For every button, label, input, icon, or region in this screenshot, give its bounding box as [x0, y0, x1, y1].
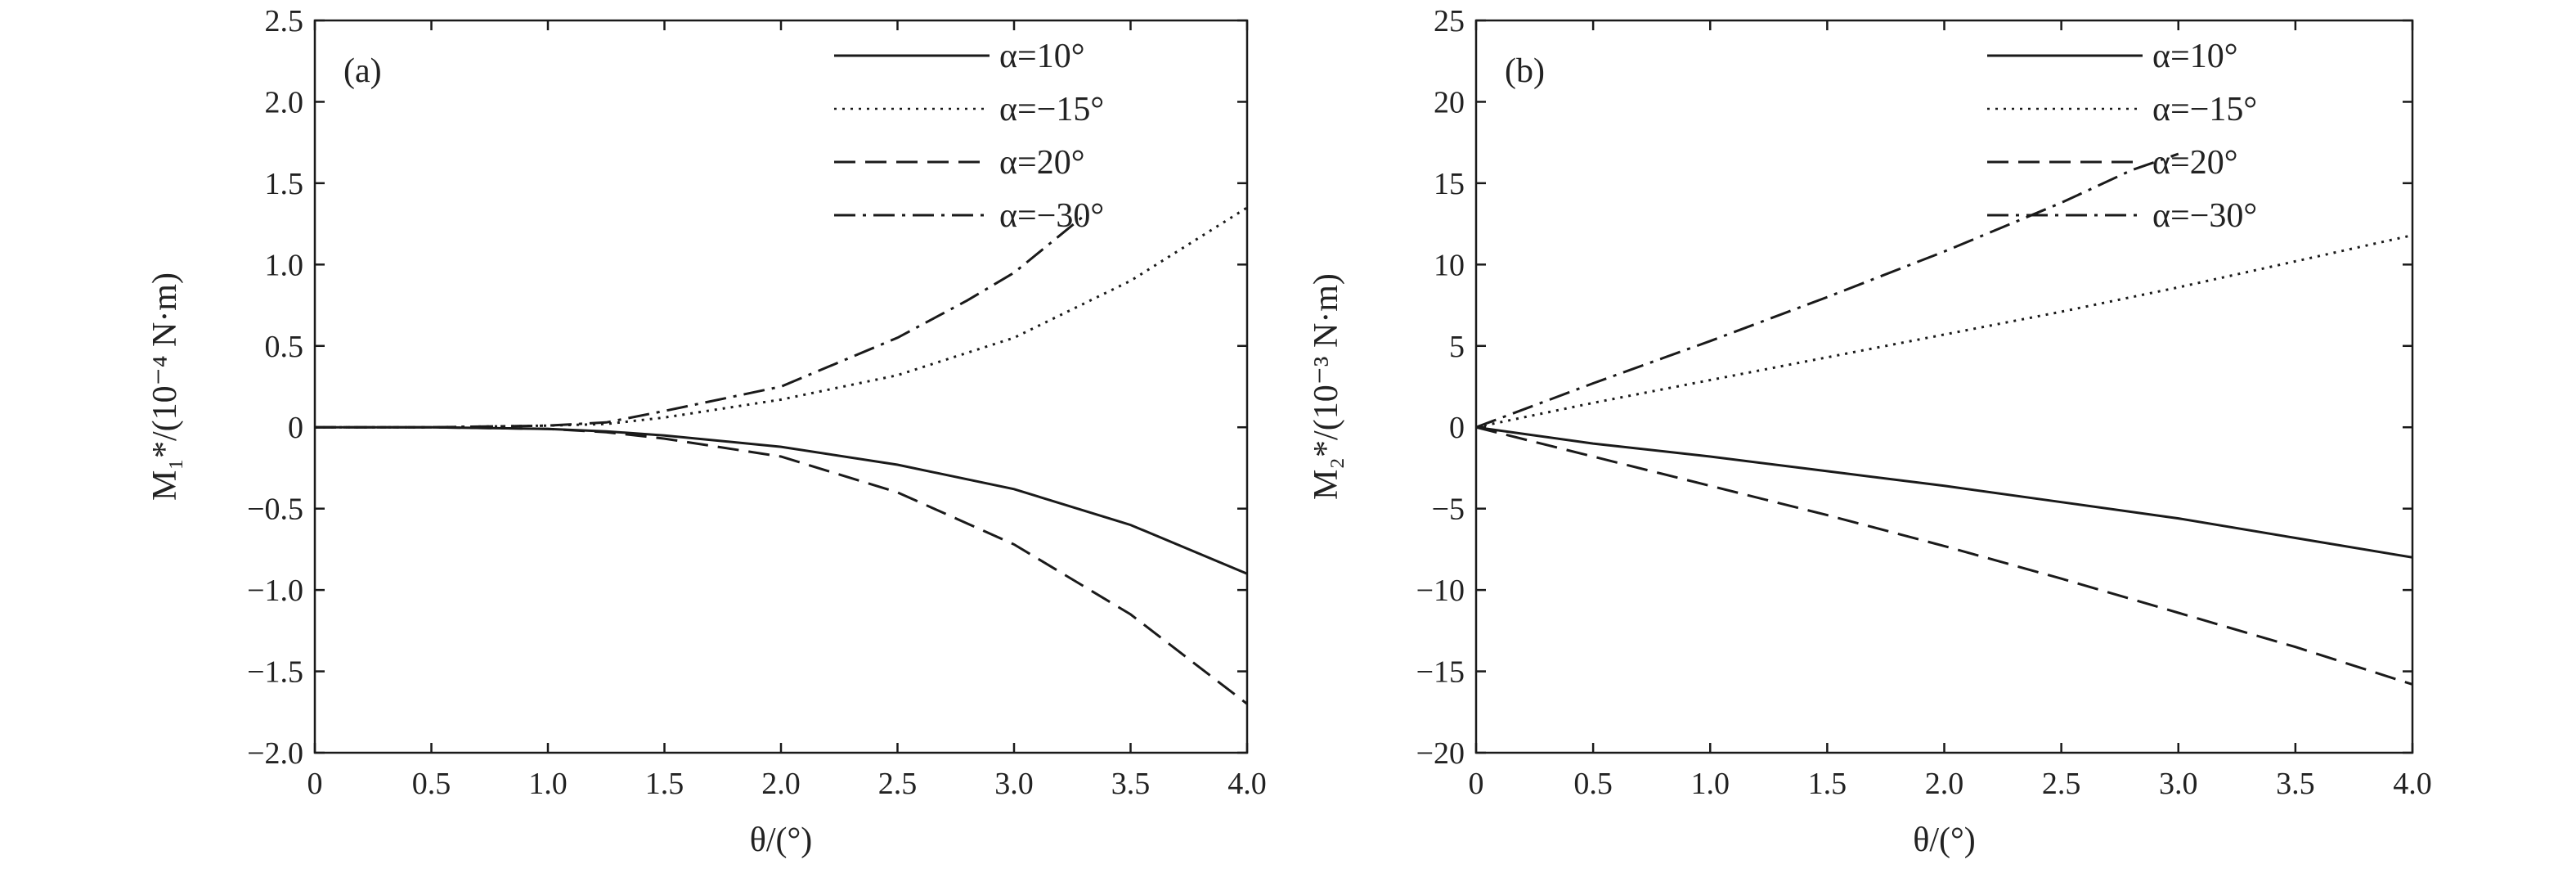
legend-label: α=10° [999, 38, 1085, 75]
legend-label: α=−30° [999, 197, 1104, 235]
y-tick-label: −15 [1416, 655, 1465, 690]
x-tick-label: 1.5 [645, 767, 684, 801]
x-tick-label: 4.0 [2393, 767, 2432, 801]
y-tick-label: −10 [1416, 574, 1465, 608]
y-tick-label: 1.5 [265, 167, 304, 201]
x-tick-label: 0 [307, 767, 323, 801]
x-tick-label: 3.5 [1111, 767, 1151, 801]
y-tick-label: 25 [1434, 4, 1465, 38]
legend-label: α=20° [999, 144, 1085, 182]
series-line-3 [315, 425, 1247, 705]
y-tick-label: −1.0 [247, 574, 303, 608]
series-line-4 [1476, 152, 2179, 429]
legend-label: α=−15° [999, 91, 1104, 128]
y-tick-label: 5 [1449, 330, 1465, 364]
series-line-2 [1476, 234, 2412, 429]
x-tick-label: 1.0 [528, 767, 568, 801]
y-axis-label: M₁*/(10⁻⁴ N·m) [146, 272, 184, 501]
x-axis-label: θ/(°) [1913, 821, 1976, 859]
y-tick-label: 2.0 [265, 85, 304, 119]
x-tick-label: 1.5 [1808, 767, 1847, 801]
y-tick-label: 15 [1434, 167, 1465, 201]
y-tick-label: 10 [1434, 248, 1465, 282]
y-tick-label: −5 [1432, 493, 1465, 527]
x-tick-label: 2.5 [2042, 767, 2081, 801]
y-tick-label: −2.0 [247, 736, 303, 771]
y-tick-label: −20 [1416, 736, 1465, 771]
y-tick-label: −1.5 [247, 655, 303, 690]
plot-frame [313, 19, 1249, 754]
x-tick-label: 0 [1469, 767, 1484, 801]
y-tick-label: 2.5 [265, 4, 304, 38]
x-tick-label: 4.0 [1227, 767, 1267, 801]
x-tick-label: 1.0 [1691, 767, 1730, 801]
y-tick-label: 0.5 [265, 330, 304, 364]
series-line-1 [1476, 425, 2412, 559]
y-tick-label: 0 [288, 411, 303, 445]
legend-label: α=−15° [2152, 91, 2257, 128]
x-axis-label: θ/(°) [750, 821, 813, 859]
legend-label: α=20° [2152, 144, 2238, 182]
y-axis-label: M₂*/(10⁻³ N·m) [1308, 273, 1345, 500]
plot-frame [1474, 19, 2414, 754]
series-line-1 [315, 425, 1247, 575]
series-line-4 [315, 214, 1085, 429]
x-tick-label: 0.5 [412, 767, 451, 801]
y-tick-label: 0 [1449, 411, 1465, 445]
x-tick-label: 2.0 [761, 767, 801, 801]
x-tick-label: 2.5 [878, 767, 918, 801]
y-tick-label: −0.5 [247, 493, 303, 527]
y-tick-label: 20 [1434, 85, 1465, 119]
x-tick-label: 2.0 [1925, 767, 1964, 801]
legend-label: α=10° [2152, 38, 2238, 75]
x-tick-label: 3.5 [2276, 767, 2315, 801]
chart-panel-b: 0 0.5 1.0 1.5 2.0 2.5 3.0 3.5 4.0 −20 −15 −10 −5 0 5 10… [1308, 4, 2432, 859]
x-tick-label: 3.0 [2159, 767, 2198, 801]
y-tick-label: 1.0 [265, 248, 304, 282]
panel-label: (a) [343, 52, 382, 90]
x-tick-label: 0.5 [1573, 767, 1613, 801]
chart-panel-a: 0 0.5 1.0 1.5 2.0 2.5 3.0 3.5 4.0 −2.0 −1.5 −1.0 −0.… [146, 4, 1267, 859]
series-line-2 [315, 206, 1247, 429]
x-tick-label: 3.0 [994, 767, 1034, 801]
panel-label: (b) [1505, 52, 1545, 90]
legend-label: α=−30° [2152, 197, 2257, 235]
series-line-3 [1476, 425, 2412, 686]
